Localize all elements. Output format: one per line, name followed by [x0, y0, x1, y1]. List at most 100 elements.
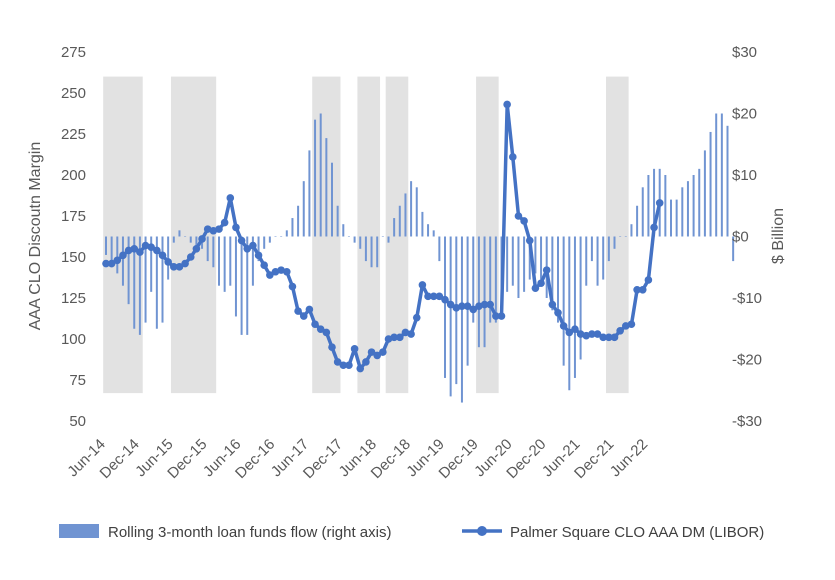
flow-bar — [178, 230, 181, 237]
flow-bar — [370, 236, 373, 268]
flow-bar — [308, 150, 311, 237]
right-tick-label: -$30 — [732, 413, 762, 430]
dm-point — [362, 358, 370, 366]
dm-point — [446, 300, 455, 309]
flow-bar — [251, 236, 254, 286]
flow-bar — [116, 236, 119, 274]
flow-bar — [415, 187, 418, 237]
flow-bar — [121, 236, 124, 286]
dm-point — [503, 100, 511, 109]
flow-bar — [477, 236, 480, 348]
flow-bar — [636, 205, 639, 237]
flow-bar — [381, 236, 384, 237]
dm-point — [373, 351, 382, 360]
dm-point — [571, 325, 579, 333]
dm-point — [441, 295, 449, 304]
dm-point — [486, 300, 495, 309]
flow-bar — [195, 236, 198, 249]
shaded-period-0 — [103, 76, 143, 394]
flow-bar — [144, 236, 147, 323]
dm-point — [266, 271, 274, 279]
flow-bar — [596, 236, 599, 286]
dm-point — [605, 333, 613, 342]
flow-bar — [359, 236, 362, 249]
legend-bar-label: Rolling 3-month loan funds flow (right a… — [108, 524, 391, 541]
dm-point — [531, 284, 540, 292]
flow-bar — [585, 236, 588, 286]
flow-bar — [619, 236, 622, 237]
shaded-period-6 — [606, 76, 629, 394]
flow-bars — [105, 113, 735, 403]
dm-point — [559, 322, 568, 330]
right-tick-label: -$10 — [732, 290, 762, 307]
flow-bar — [494, 236, 497, 323]
left-tick-label: 175 — [61, 208, 86, 225]
flow-bar — [483, 236, 486, 348]
flow-bar — [715, 113, 718, 237]
dm-point — [119, 251, 127, 260]
dm-point — [588, 330, 596, 338]
dm-point — [554, 308, 562, 317]
flow-bar — [602, 236, 605, 280]
dm-point — [458, 302, 466, 311]
shaded-period-1 — [170, 76, 217, 394]
flow-bar — [234, 236, 237, 317]
flow-bar — [449, 236, 452, 397]
dm-point — [283, 267, 291, 276]
flow-bar — [517, 236, 520, 298]
flow-bar — [376, 236, 379, 268]
dm-point — [418, 281, 427, 289]
flow-bar — [681, 187, 684, 237]
flow-bar — [319, 113, 322, 237]
dm-point — [164, 258, 172, 266]
flow-bar — [127, 236, 130, 305]
dm-point — [610, 333, 619, 342]
dm-point — [198, 235, 206, 243]
dm-point — [288, 282, 297, 291]
flow-bar — [223, 236, 226, 292]
dm-point — [136, 248, 144, 256]
flow-bar — [398, 205, 401, 237]
dm-point — [147, 243, 155, 251]
x-tick-label: Jun-22 — [607, 436, 651, 480]
left-tick-label: 150 — [61, 249, 86, 266]
dm-point — [650, 223, 658, 232]
dm-point — [215, 225, 223, 233]
flow-bar — [670, 199, 672, 237]
flow-bar — [506, 236, 509, 292]
flow-bar — [229, 236, 232, 286]
flow-bar — [568, 236, 571, 391]
flow-bar — [732, 236, 735, 262]
flow-bar — [263, 236, 266, 249]
dm-point — [548, 300, 557, 309]
flow-bar — [562, 236, 565, 366]
flow-bar — [421, 211, 424, 237]
dm-point — [345, 361, 353, 370]
left-tick-label: 250 — [61, 85, 86, 102]
flow-bar — [686, 181, 689, 237]
flow-bar — [540, 236, 543, 280]
dm-point — [525, 236, 534, 245]
dm-point — [593, 330, 602, 338]
dm-point — [299, 312, 308, 320]
dm-line-series — [102, 100, 664, 373]
recession-shading — [103, 76, 629, 394]
flow-bar — [590, 236, 593, 262]
dm-point — [356, 364, 365, 373]
flow-bar — [675, 199, 678, 237]
right-tick-label: $0 — [732, 229, 749, 246]
flow-bar — [218, 236, 220, 286]
flow-bar — [641, 187, 644, 237]
dm-point — [633, 286, 641, 294]
dm-point — [627, 320, 636, 329]
dm-point — [175, 263, 184, 271]
dm-point — [226, 194, 235, 202]
left-tick-label: 200 — [61, 167, 86, 184]
flow-bar — [472, 236, 475, 323]
dm-point — [220, 218, 229, 227]
flow-bar — [364, 236, 367, 262]
flow-bar — [404, 193, 407, 237]
dm-point — [130, 245, 139, 253]
flow-bar — [240, 236, 243, 335]
